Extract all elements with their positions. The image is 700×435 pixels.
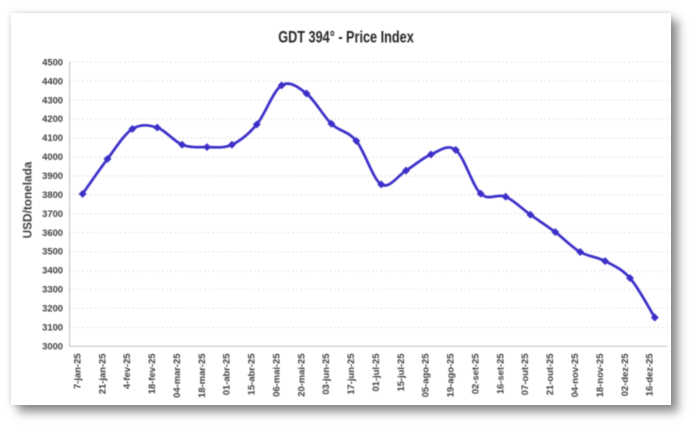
svg-text:3600: 3600 xyxy=(42,227,63,238)
svg-text:3900: 3900 xyxy=(42,170,63,181)
svg-text:04-nov-25: 04-nov-25 xyxy=(569,354,580,398)
svg-text:4400: 4400 xyxy=(42,75,63,86)
svg-text:GDT 394° - Price Index: GDT 394° - Price Index xyxy=(278,27,414,46)
svg-text:4-fev-25: 4-fev-25 xyxy=(121,354,132,389)
svg-text:03-jun-25: 03-jun-25 xyxy=(320,354,331,395)
svg-text:15-jul-25: 15-jul-25 xyxy=(395,354,406,392)
svg-text:21-out-25: 21-out-25 xyxy=(544,354,555,396)
svg-text:4000: 4000 xyxy=(42,151,63,162)
svg-text:3700: 3700 xyxy=(42,208,63,219)
svg-text:4100: 4100 xyxy=(42,132,63,143)
svg-text:16-dez-25: 16-dez-25 xyxy=(644,354,655,397)
svg-text:3000: 3000 xyxy=(42,340,63,351)
svg-text:16-set-25: 16-set-25 xyxy=(494,354,505,395)
svg-text:3800: 3800 xyxy=(42,189,63,200)
svg-text:4500: 4500 xyxy=(42,56,63,67)
svg-text:3300: 3300 xyxy=(42,284,63,295)
svg-text:19-ago-25: 19-ago-25 xyxy=(445,354,456,398)
svg-text:20-mai-25: 20-mai-25 xyxy=(295,354,306,397)
svg-text:01-jul-25: 01-jul-25 xyxy=(370,354,381,392)
svg-text:18-fev-25: 18-fev-25 xyxy=(146,354,157,395)
svg-text:3400: 3400 xyxy=(42,265,63,276)
svg-text:05-ago-25: 05-ago-25 xyxy=(420,354,431,398)
svg-text:USD/tonelada: USD/tonelada xyxy=(21,161,35,238)
svg-text:18-mar-25: 18-mar-25 xyxy=(196,354,207,398)
svg-text:15-abr-25: 15-abr-25 xyxy=(246,354,257,396)
svg-text:02-set-25: 02-set-25 xyxy=(470,354,481,395)
svg-text:18-nov-25: 18-nov-25 xyxy=(594,354,605,398)
svg-text:7-jan-25: 7-jan-25 xyxy=(71,354,82,389)
svg-text:17-jun-25: 17-jun-25 xyxy=(345,354,356,395)
svg-text:07-out-25: 07-out-25 xyxy=(519,354,530,396)
svg-text:4200: 4200 xyxy=(42,113,63,124)
svg-text:06-mai-25: 06-mai-25 xyxy=(270,354,281,397)
svg-text:3100: 3100 xyxy=(42,322,63,333)
svg-text:01-abr-25: 01-abr-25 xyxy=(221,354,232,396)
svg-text:21-jan-25: 21-jan-25 xyxy=(96,354,107,395)
svg-text:3500: 3500 xyxy=(42,246,63,257)
svg-text:3200: 3200 xyxy=(42,303,63,314)
svg-text:4300: 4300 xyxy=(42,94,63,105)
svg-text:04-mar-25: 04-mar-25 xyxy=(171,354,182,398)
svg-text:02-dez-25: 02-dez-25 xyxy=(619,354,630,397)
